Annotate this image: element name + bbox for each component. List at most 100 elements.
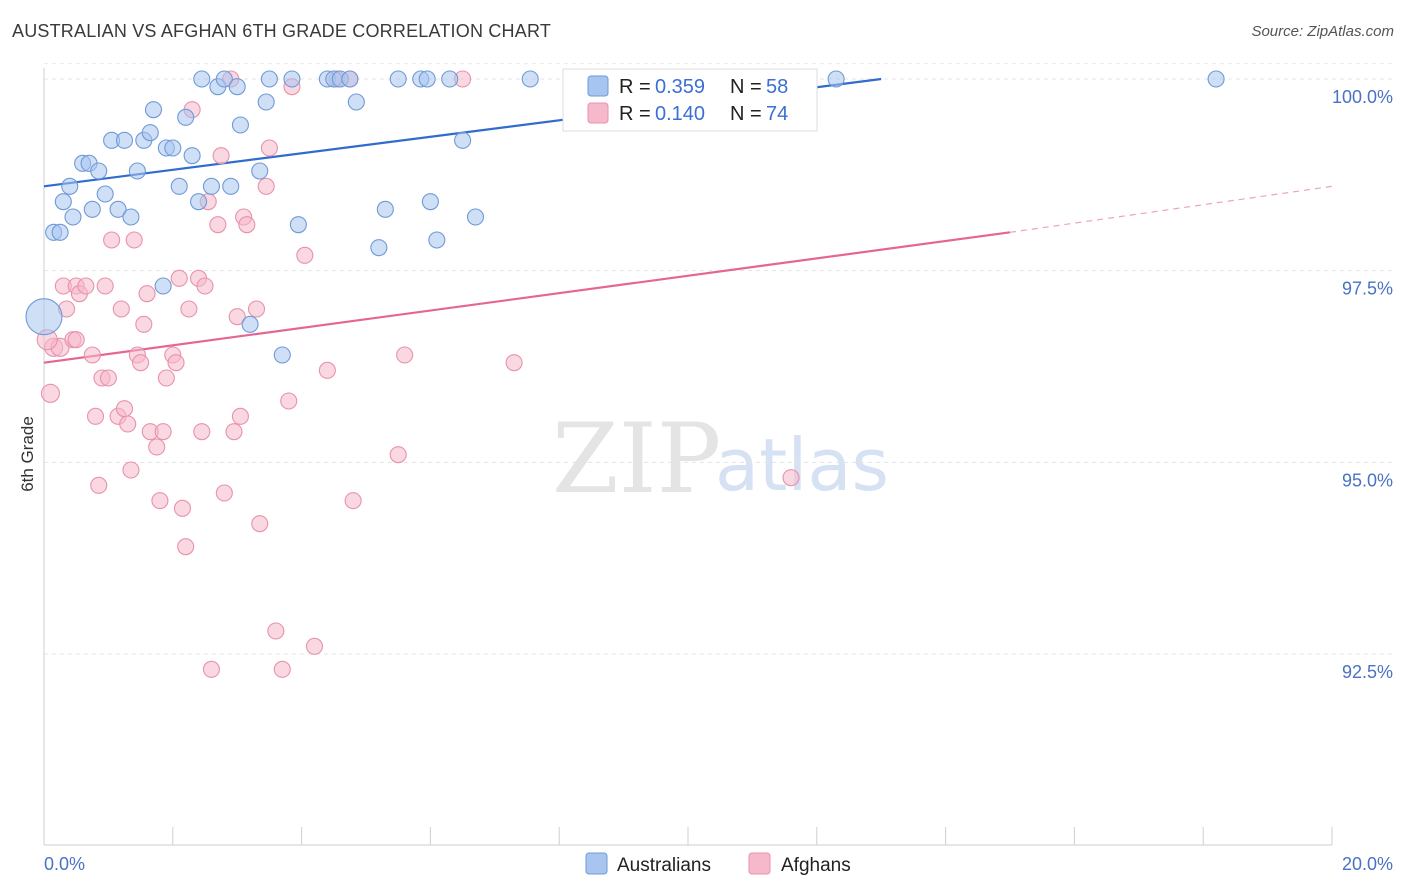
gridlines: [44, 63, 1392, 655]
australians-point: [141, 124, 159, 142]
australians-point: [193, 70, 211, 88]
australians-point: [83, 200, 101, 218]
australians-point: [370, 239, 388, 257]
legend-n-label-afghans: N =: [730, 103, 762, 125]
afghans-point: [782, 469, 800, 487]
afghans-point: [180, 300, 198, 318]
legend-n-label-australians: N =: [730, 76, 762, 98]
afghans-point: [148, 438, 166, 456]
afghans-point: [247, 300, 266, 318]
legend-swatch-afghans: [587, 102, 609, 124]
australians-point: [1207, 70, 1225, 88]
afghans-point: [396, 346, 414, 364]
australians-point: [202, 177, 220, 195]
afghans-point: [228, 308, 246, 326]
afghans-point: [505, 354, 523, 372]
afghans-point: [115, 400, 134, 418]
afghans-point: [157, 369, 175, 387]
afghans-point: [132, 354, 150, 372]
australians-point: [115, 131, 134, 149]
australians-point: [122, 208, 140, 226]
australians-points: [25, 70, 1225, 364]
australians-point: [241, 315, 259, 333]
x-tick-label-min: 0.0%: [44, 854, 85, 874]
afghans-point: [305, 637, 324, 655]
afghans-point: [154, 423, 172, 441]
afghans-point: [231, 407, 249, 425]
afghans-point: [86, 407, 105, 425]
legend-n-value-afghans: 74: [766, 103, 788, 125]
legend-r-value-afghans: 0.140: [655, 103, 705, 125]
australians-point: [521, 70, 539, 88]
watermark-atlas: atlas: [715, 423, 889, 507]
australians-point: [376, 200, 394, 218]
trend-line-extension-afghans: [1009, 185, 1333, 233]
afghans-point: [119, 415, 137, 433]
afghans-point: [273, 660, 291, 678]
australians-point: [144, 101, 163, 119]
afghans-point: [209, 216, 227, 234]
y-tick-label: 97.5%: [1342, 279, 1393, 299]
australians-point: [177, 108, 195, 126]
australians-point: [164, 139, 182, 157]
afghans-point: [167, 354, 185, 372]
afghans-point: [170, 269, 188, 287]
afghans-point: [135, 315, 153, 333]
australians-point: [183, 147, 201, 165]
australians-point: [283, 70, 301, 88]
legend-swatch-australians: [587, 75, 609, 97]
x-tick-label-max: 20.0%: [1342, 854, 1393, 874]
afghans-point: [212, 147, 230, 165]
australians-point: [170, 177, 188, 195]
afghans-point: [122, 461, 140, 479]
australians-point: [273, 346, 291, 364]
bottom-legend-swatch-afghans: [748, 852, 771, 875]
australians-point: [341, 70, 359, 88]
y-tick-label: 95.0%: [1342, 470, 1393, 490]
australians-point: [154, 277, 172, 295]
afghans-point: [83, 346, 101, 364]
afghans-point: [40, 383, 60, 403]
australians-point: [231, 116, 249, 134]
australians-point: [228, 78, 246, 96]
chart-title: AUSTRALIAN VS AFGHAN 6TH GRADE CORRELATI…: [12, 21, 552, 41]
afghans-point: [67, 331, 85, 349]
bottom-legend-label-australians: Australians: [617, 855, 711, 876]
australians-point: [215, 70, 233, 88]
afghans-point: [318, 361, 336, 379]
australians-point: [421, 193, 439, 211]
afghans-point: [103, 231, 121, 249]
afghans-point: [151, 492, 169, 510]
afghans-point: [177, 538, 195, 556]
bottom-legend-label-afghans: Afghans: [781, 855, 851, 876]
australians-point: [96, 185, 114, 203]
australians-point: [25, 298, 63, 336]
australians-point: [827, 70, 845, 88]
australians-point: [64, 208, 82, 226]
afghans-point: [125, 231, 143, 249]
y-tick-label: 92.5%: [1342, 662, 1393, 682]
afghans-point: [138, 285, 156, 303]
afghans-point: [260, 139, 278, 157]
afghans-point: [225, 423, 243, 441]
australians-point: [222, 177, 240, 195]
afghans-point: [280, 392, 298, 410]
afghans-point: [96, 277, 114, 295]
australians-point: [347, 93, 365, 111]
afghans-point: [344, 492, 362, 510]
afghans-point: [112, 300, 130, 318]
australians-point: [251, 162, 269, 180]
afghans-point: [296, 246, 314, 264]
afghans-point: [267, 622, 285, 640]
australians-point: [190, 193, 208, 211]
top-legend: R = 0.359 N = 58 R = 0.140 N = 74: [562, 68, 818, 132]
australians-point: [466, 208, 485, 226]
australians-point: [54, 193, 72, 211]
y-axis-label: 6th Grade: [18, 416, 37, 492]
australians-point: [51, 223, 69, 241]
bottom-legend-swatch-australians: [585, 852, 608, 875]
australians-point: [109, 200, 127, 218]
legend-r-label-australians: R =: [619, 76, 651, 98]
afghans-point: [173, 499, 192, 517]
